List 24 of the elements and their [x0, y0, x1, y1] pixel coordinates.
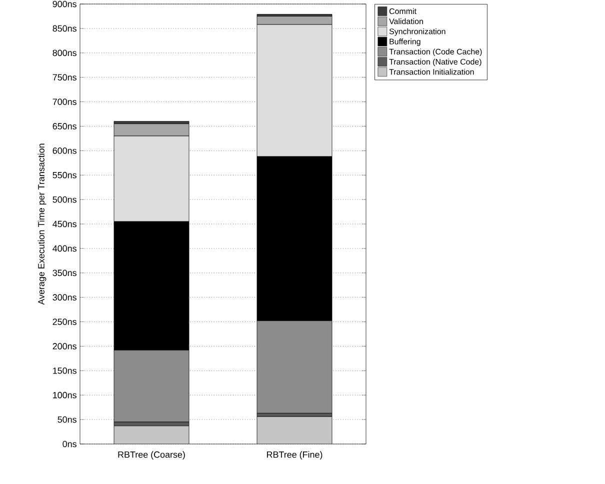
x-tick-label: RBTree (Fine): [267, 451, 322, 460]
y-tick-label: 500ns: [52, 196, 76, 203]
y-tick-label: 700ns: [52, 98, 76, 105]
y-tick-label: 650ns: [52, 123, 76, 130]
y-tick-label: 600ns: [52, 147, 76, 154]
bar: [114, 426, 190, 444]
y-tick-label: 450ns: [52, 220, 76, 228]
y-tick-label: 850ns: [52, 25, 76, 32]
y-tick-label: 150ns: [53, 367, 76, 374]
y-tick-label: 50ns: [58, 416, 76, 423]
y-tick-label: 300ns: [52, 294, 76, 301]
y-tick-label: 750ns: [52, 74, 76, 81]
y-tick-label: 250ns: [52, 318, 76, 325]
y-tick-label: 200ns: [52, 343, 76, 350]
y-tick-label: 400ns: [52, 245, 76, 252]
y-tick-label: 550ns: [52, 172, 76, 178]
y-axis-title: Average Execution Time per Transaction: [38, 144, 46, 305]
bar: [256, 416, 332, 444]
y-tick-label: 100ns: [53, 392, 76, 398]
y-tick-label: 900ns: [52, 0, 76, 8]
y-tick-label: 0ns: [62, 440, 76, 448]
x-tick-label: RBTree (Coarse): [118, 451, 185, 460]
y-tick-label: 350ns: [52, 270, 76, 276]
y-tick-label: 800ns: [52, 50, 76, 56]
